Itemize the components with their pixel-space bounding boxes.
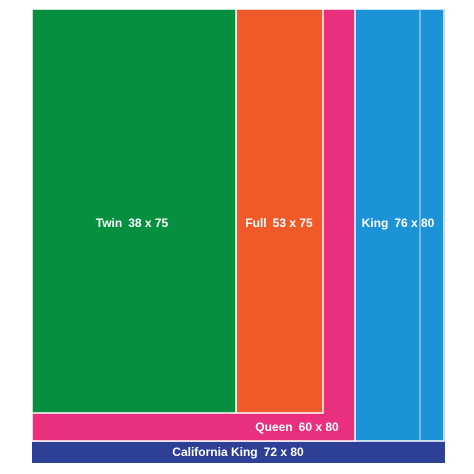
bed-size: 53 x 75 (273, 216, 313, 230)
bed-name: Twin (96, 216, 122, 230)
full-label: Full 53 x 75 (245, 216, 313, 230)
bed-size: 72 x 80 (264, 445, 304, 459)
twin-rect (31, 8, 237, 414)
bed-name: King (362, 216, 389, 230)
bed-size: 38 x 75 (128, 216, 168, 230)
bed-name: Full (245, 216, 266, 230)
california-king-label: California King 72 x 80 (172, 445, 304, 459)
bed-size: 76 x 80 (394, 216, 434, 230)
twin-label: Twin 38 x 75 (96, 216, 169, 230)
king-label: King 76 x 80 (362, 216, 435, 230)
bed-name: California King (172, 445, 257, 459)
bed-size: 60 x 80 (299, 420, 339, 434)
queen-label: Queen 60 x 80 (255, 420, 339, 434)
bed-name: Queen (255, 420, 292, 434)
full-rect (235, 8, 324, 414)
